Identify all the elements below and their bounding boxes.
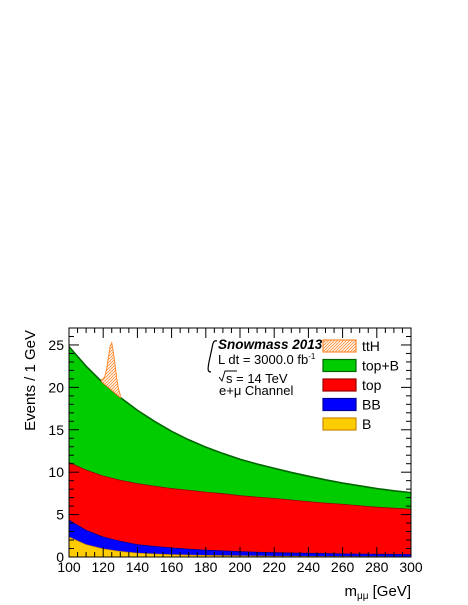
area-top	[69, 462, 411, 555]
x-axis-title-main: m	[344, 583, 357, 600]
legend-swatch-top-b	[322, 358, 357, 373]
y-tick-label: 20	[48, 379, 64, 395]
x-tick-label: 160	[160, 559, 184, 575]
legend-swatch-bb	[322, 397, 357, 412]
x-tick-label: 180	[194, 559, 218, 575]
x-tick-label: 280	[365, 559, 389, 575]
x-tick-label: 100	[57, 559, 81, 575]
y-tick-label: 5	[56, 507, 64, 523]
x-tick-label: 240	[297, 559, 321, 575]
annotation-energy: s = 14 TeV	[226, 371, 288, 386]
legend-label-bb: BB	[362, 397, 381, 413]
x-tick-label: 200	[228, 559, 252, 575]
x-axis-title: mμμ [GeV]	[344, 583, 411, 602]
x-tick-label: 140	[126, 559, 150, 575]
legend-label-tth: ttH	[362, 338, 380, 354]
annotation-luminosity: L dt = 3000.0 fb-1	[218, 352, 316, 367]
x-axis-title-sub: μμ	[357, 591, 369, 602]
integral-sign	[207, 340, 218, 373]
x-axis-title-unit: [GeV]	[368, 583, 411, 600]
legend-swatch-tth	[322, 339, 357, 353]
x-tick-label: 300	[399, 559, 423, 575]
signal-tth-peak	[100, 341, 121, 399]
x-tick-label: 220	[263, 559, 287, 575]
y-tick-label: 15	[48, 422, 64, 438]
legend-swatch-top	[322, 378, 357, 392]
area-edge-top-b	[68, 346, 412, 494]
legend-label-top: top	[362, 377, 382, 393]
x-tick-labels: 100 120 140 160 180 200 220 240 260 280 300	[57, 559, 423, 575]
area-bb	[69, 519, 411, 557]
annotation-title: Snowmass 2013	[218, 337, 323, 352]
annotation-lumi-sup: -1	[308, 352, 316, 361]
y-tick-label: 10	[48, 464, 64, 480]
area-top-b	[69, 346, 411, 509]
y-tick-label: 0	[56, 549, 64, 565]
annotation-lumi-text: L dt = 3000.0 fb	[218, 352, 308, 367]
annotation-channel: e+μ Channel	[219, 383, 293, 398]
signal-histogram	[100, 341, 121, 399]
axis-ticks	[68, 327, 412, 558]
y-axis-title: Events / 1 GeV	[22, 330, 39, 431]
y-tick-label: 25	[48, 337, 64, 353]
legend-label-b: B	[362, 416, 371, 432]
x-tick-label: 120	[92, 559, 116, 575]
y-tick-labels: 0 5 10 15 20 25	[48, 337, 64, 565]
annotation-block: Snowmass 2013 L dt = 3000.0 fb-1 s = 14 …	[207, 337, 323, 398]
legend-label-top-b: top+B	[362, 358, 399, 374]
area-edge-top	[68, 461, 412, 510]
sqrt-sign	[218, 370, 237, 382]
x-tick-label: 260	[331, 559, 355, 575]
legend-swatch-b	[322, 417, 357, 431]
